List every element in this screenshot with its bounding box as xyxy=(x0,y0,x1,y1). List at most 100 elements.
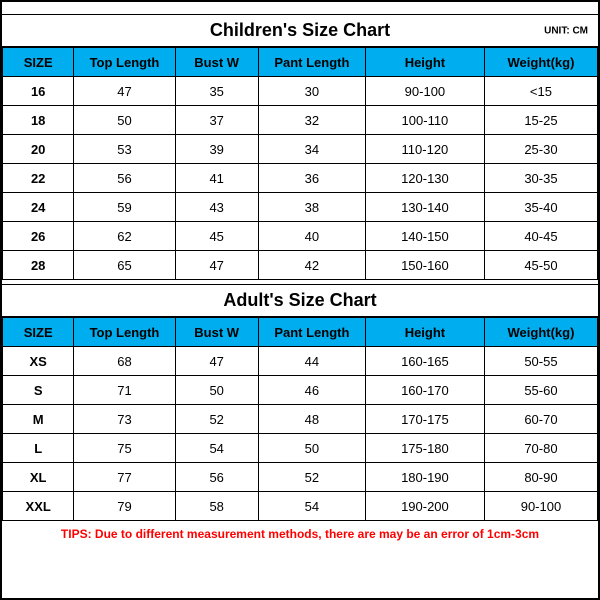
value-cell: 46 xyxy=(258,376,365,405)
adult-title-row: Adult's Size Chart xyxy=(2,284,598,317)
column-header: Pant Length xyxy=(258,48,365,77)
size-cell: 22 xyxy=(3,164,74,193)
value-cell: 52 xyxy=(258,463,365,492)
children-body: 1647353090-100<1518503732100-11015-25205… xyxy=(3,77,598,280)
value-cell: 71 xyxy=(74,376,175,405)
column-header: Pant Length xyxy=(258,318,365,347)
value-cell: 45 xyxy=(175,222,258,251)
value-cell: 73 xyxy=(74,405,175,434)
table-row: 22564136120-13030-35 xyxy=(3,164,598,193)
column-header: Weight(kg) xyxy=(484,48,597,77)
value-cell: 140-150 xyxy=(365,222,484,251)
value-cell: 77 xyxy=(74,463,175,492)
value-cell: 35 xyxy=(175,77,258,106)
value-cell: <15 xyxy=(484,77,597,106)
value-cell: 50-55 xyxy=(484,347,597,376)
value-cell: 58 xyxy=(175,492,258,521)
value-cell: 68 xyxy=(74,347,175,376)
table-row: XS684744160-16550-55 xyxy=(3,347,598,376)
value-cell: 34 xyxy=(258,135,365,164)
value-cell: 43 xyxy=(175,193,258,222)
value-cell: 180-190 xyxy=(365,463,484,492)
table-row: 18503732100-11015-25 xyxy=(3,106,598,135)
size-cell: 28 xyxy=(3,251,74,280)
value-cell: 56 xyxy=(175,463,258,492)
value-cell: 38 xyxy=(258,193,365,222)
value-cell: 15-25 xyxy=(484,106,597,135)
value-cell: 50 xyxy=(74,106,175,135)
tips-text: TIPS: Due to different measurement metho… xyxy=(2,521,598,544)
size-cell: L xyxy=(3,434,74,463)
value-cell: 56 xyxy=(74,164,175,193)
value-cell: 150-160 xyxy=(365,251,484,280)
table-row: 28654742150-16045-50 xyxy=(3,251,598,280)
adult-title: Adult's Size Chart xyxy=(223,290,376,310)
value-cell: 59 xyxy=(74,193,175,222)
value-cell: 30 xyxy=(258,77,365,106)
value-cell: 35-40 xyxy=(484,193,597,222)
value-cell: 48 xyxy=(258,405,365,434)
adult-table: SIZETop LengthBust WPant LengthHeightWei… xyxy=(2,317,598,521)
value-cell: 44 xyxy=(258,347,365,376)
table-row: 26624540140-15040-45 xyxy=(3,222,598,251)
value-cell: 70-80 xyxy=(484,434,597,463)
adult-section: Adult's Size Chart SIZETop LengthBust WP… xyxy=(2,284,598,521)
column-header: Height xyxy=(365,48,484,77)
column-header: Height xyxy=(365,318,484,347)
table-row: 20533934110-12025-30 xyxy=(3,135,598,164)
value-cell: 160-165 xyxy=(365,347,484,376)
value-cell: 55-60 xyxy=(484,376,597,405)
children-title: Children's Size Chart xyxy=(210,20,390,40)
column-header: Top Length xyxy=(74,318,175,347)
column-header: Top Length xyxy=(74,48,175,77)
children-section: Children's Size Chart UNIT: CM SIZETop L… xyxy=(2,14,598,280)
value-cell: 25-30 xyxy=(484,135,597,164)
size-cell: 18 xyxy=(3,106,74,135)
value-cell: 79 xyxy=(74,492,175,521)
value-cell: 80-90 xyxy=(484,463,597,492)
size-cell: M xyxy=(3,405,74,434)
value-cell: 47 xyxy=(74,77,175,106)
value-cell: 170-175 xyxy=(365,405,484,434)
children-header-row: SIZETop LengthBust WPant LengthHeightWei… xyxy=(3,48,598,77)
value-cell: 75 xyxy=(74,434,175,463)
size-chart-container: Children's Size Chart UNIT: CM SIZETop L… xyxy=(0,0,600,600)
value-cell: 36 xyxy=(258,164,365,193)
children-title-row: Children's Size Chart UNIT: CM xyxy=(2,14,598,47)
value-cell: 42 xyxy=(258,251,365,280)
column-header: SIZE xyxy=(3,318,74,347)
size-cell: 24 xyxy=(3,193,74,222)
children-table: SIZETop LengthBust WPant LengthHeightWei… xyxy=(2,47,598,280)
value-cell: 60-70 xyxy=(484,405,597,434)
value-cell: 41 xyxy=(175,164,258,193)
value-cell: 65 xyxy=(74,251,175,280)
column-header: Bust W xyxy=(175,48,258,77)
value-cell: 62 xyxy=(74,222,175,251)
value-cell: 110-120 xyxy=(365,135,484,164)
table-row: XXL795854190-20090-100 xyxy=(3,492,598,521)
value-cell: 30-35 xyxy=(484,164,597,193)
value-cell: 52 xyxy=(175,405,258,434)
value-cell: 39 xyxy=(175,135,258,164)
value-cell: 53 xyxy=(74,135,175,164)
value-cell: 190-200 xyxy=(365,492,484,521)
unit-label: UNIT: CM xyxy=(544,25,588,36)
value-cell: 37 xyxy=(175,106,258,135)
column-header: Bust W xyxy=(175,318,258,347)
table-row: M735248170-17560-70 xyxy=(3,405,598,434)
size-cell: XXL xyxy=(3,492,74,521)
table-row: L755450175-18070-80 xyxy=(3,434,598,463)
value-cell: 90-100 xyxy=(365,77,484,106)
value-cell: 50 xyxy=(175,376,258,405)
size-cell: 20 xyxy=(3,135,74,164)
value-cell: 54 xyxy=(258,492,365,521)
size-cell: 26 xyxy=(3,222,74,251)
value-cell: 100-110 xyxy=(365,106,484,135)
value-cell: 47 xyxy=(175,347,258,376)
value-cell: 160-170 xyxy=(365,376,484,405)
size-cell: 16 xyxy=(3,77,74,106)
value-cell: 40-45 xyxy=(484,222,597,251)
value-cell: 47 xyxy=(175,251,258,280)
adult-body: XS684744160-16550-55S715046160-17055-60M… xyxy=(3,347,598,521)
table-row: S715046160-17055-60 xyxy=(3,376,598,405)
